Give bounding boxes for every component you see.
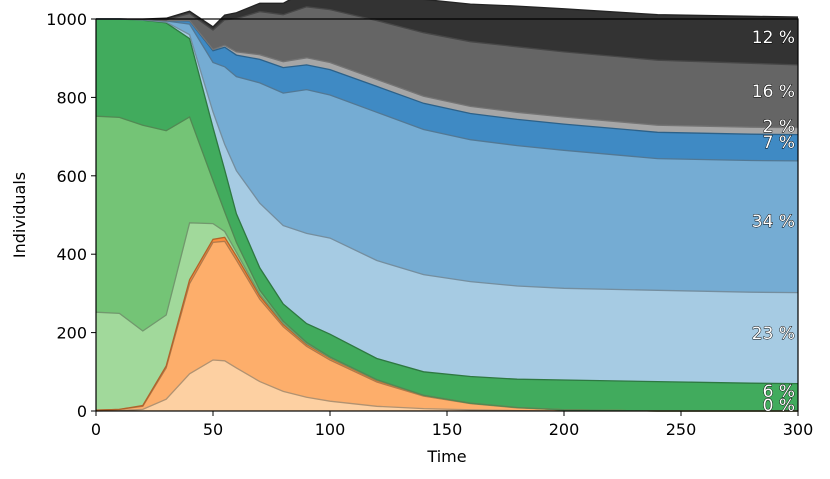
percentage-label: 12 % — [752, 28, 795, 48]
area-band-9 — [96, 19, 798, 161]
y-tick-label: 600 — [56, 167, 87, 186]
percentage-label: 6 % — [763, 382, 795, 402]
y-axis-label: Individuals — [10, 172, 29, 258]
area-boundary-10 — [96, 18, 799, 129]
y-tick-label: 1000 — [46, 10, 87, 29]
percentage-label: 0 % — [763, 396, 795, 416]
y-axis-ticks: 0 200 400 600 800 1000 — [46, 10, 96, 421]
y-tick-label: 400 — [56, 245, 87, 264]
area-band-12 — [96, 0, 798, 65]
x-axis-ticks: 0 50 100 150 200 250 300 — [91, 411, 813, 439]
x-tick-label: 0 — [91, 420, 101, 439]
area-boundary-6 — [96, 18, 799, 385]
x-tick-label: 250 — [666, 420, 697, 439]
area-band-1 — [96, 360, 798, 411]
area-band-7 — [96, 19, 798, 384]
x-axis-label: Time — [426, 447, 466, 466]
x-tick-label: 150 — [432, 420, 463, 439]
x-tick-label: 200 — [549, 420, 580, 439]
percentage-label: 23 % — [752, 324, 795, 344]
percentage-label: 16 % — [752, 82, 795, 102]
x-tick-label: 50 — [203, 420, 223, 439]
area-boundary-8 — [96, 18, 799, 162]
y-tick-label: 200 — [56, 324, 87, 343]
y-tick-label: 0 — [77, 402, 87, 421]
area-boundary-5 — [95, 115, 798, 412]
area-band-5 — [96, 116, 798, 411]
area-band-11 — [96, 6, 798, 128]
area-band-2 — [96, 241, 798, 411]
percentage-labels: 12 % 16 % 2 %7 % 34 % 23 % 6 %0 % — [751, 28, 795, 417]
area-band-8 — [96, 19, 798, 293]
percentage-label: 34 % — [752, 212, 795, 232]
percentage-label: 7 % — [763, 133, 795, 153]
x-tick-label: 100 — [315, 420, 346, 439]
area-boundary-7 — [96, 18, 799, 294]
y-tick-label: 800 — [56, 88, 87, 107]
x-tick-label: 300 — [783, 420, 814, 439]
percentage-label: 2 % — [763, 117, 795, 137]
boundary-lines — [95, 0, 799, 412]
area-boundary-12 — [96, 0, 799, 28]
